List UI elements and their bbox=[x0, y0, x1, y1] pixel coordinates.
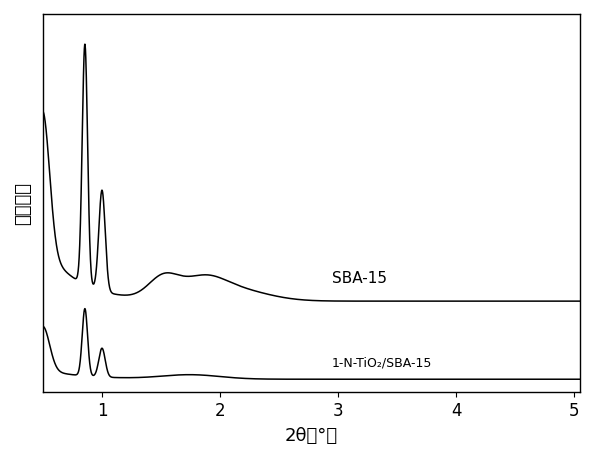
Text: 1-N-TiO₂/SBA-15: 1-N-TiO₂/SBA-15 bbox=[332, 357, 432, 370]
X-axis label: 2θ（°）: 2θ（°） bbox=[285, 427, 338, 445]
Y-axis label: 衍射强度: 衍射强度 bbox=[14, 182, 32, 224]
Text: SBA-15: SBA-15 bbox=[332, 271, 387, 286]
